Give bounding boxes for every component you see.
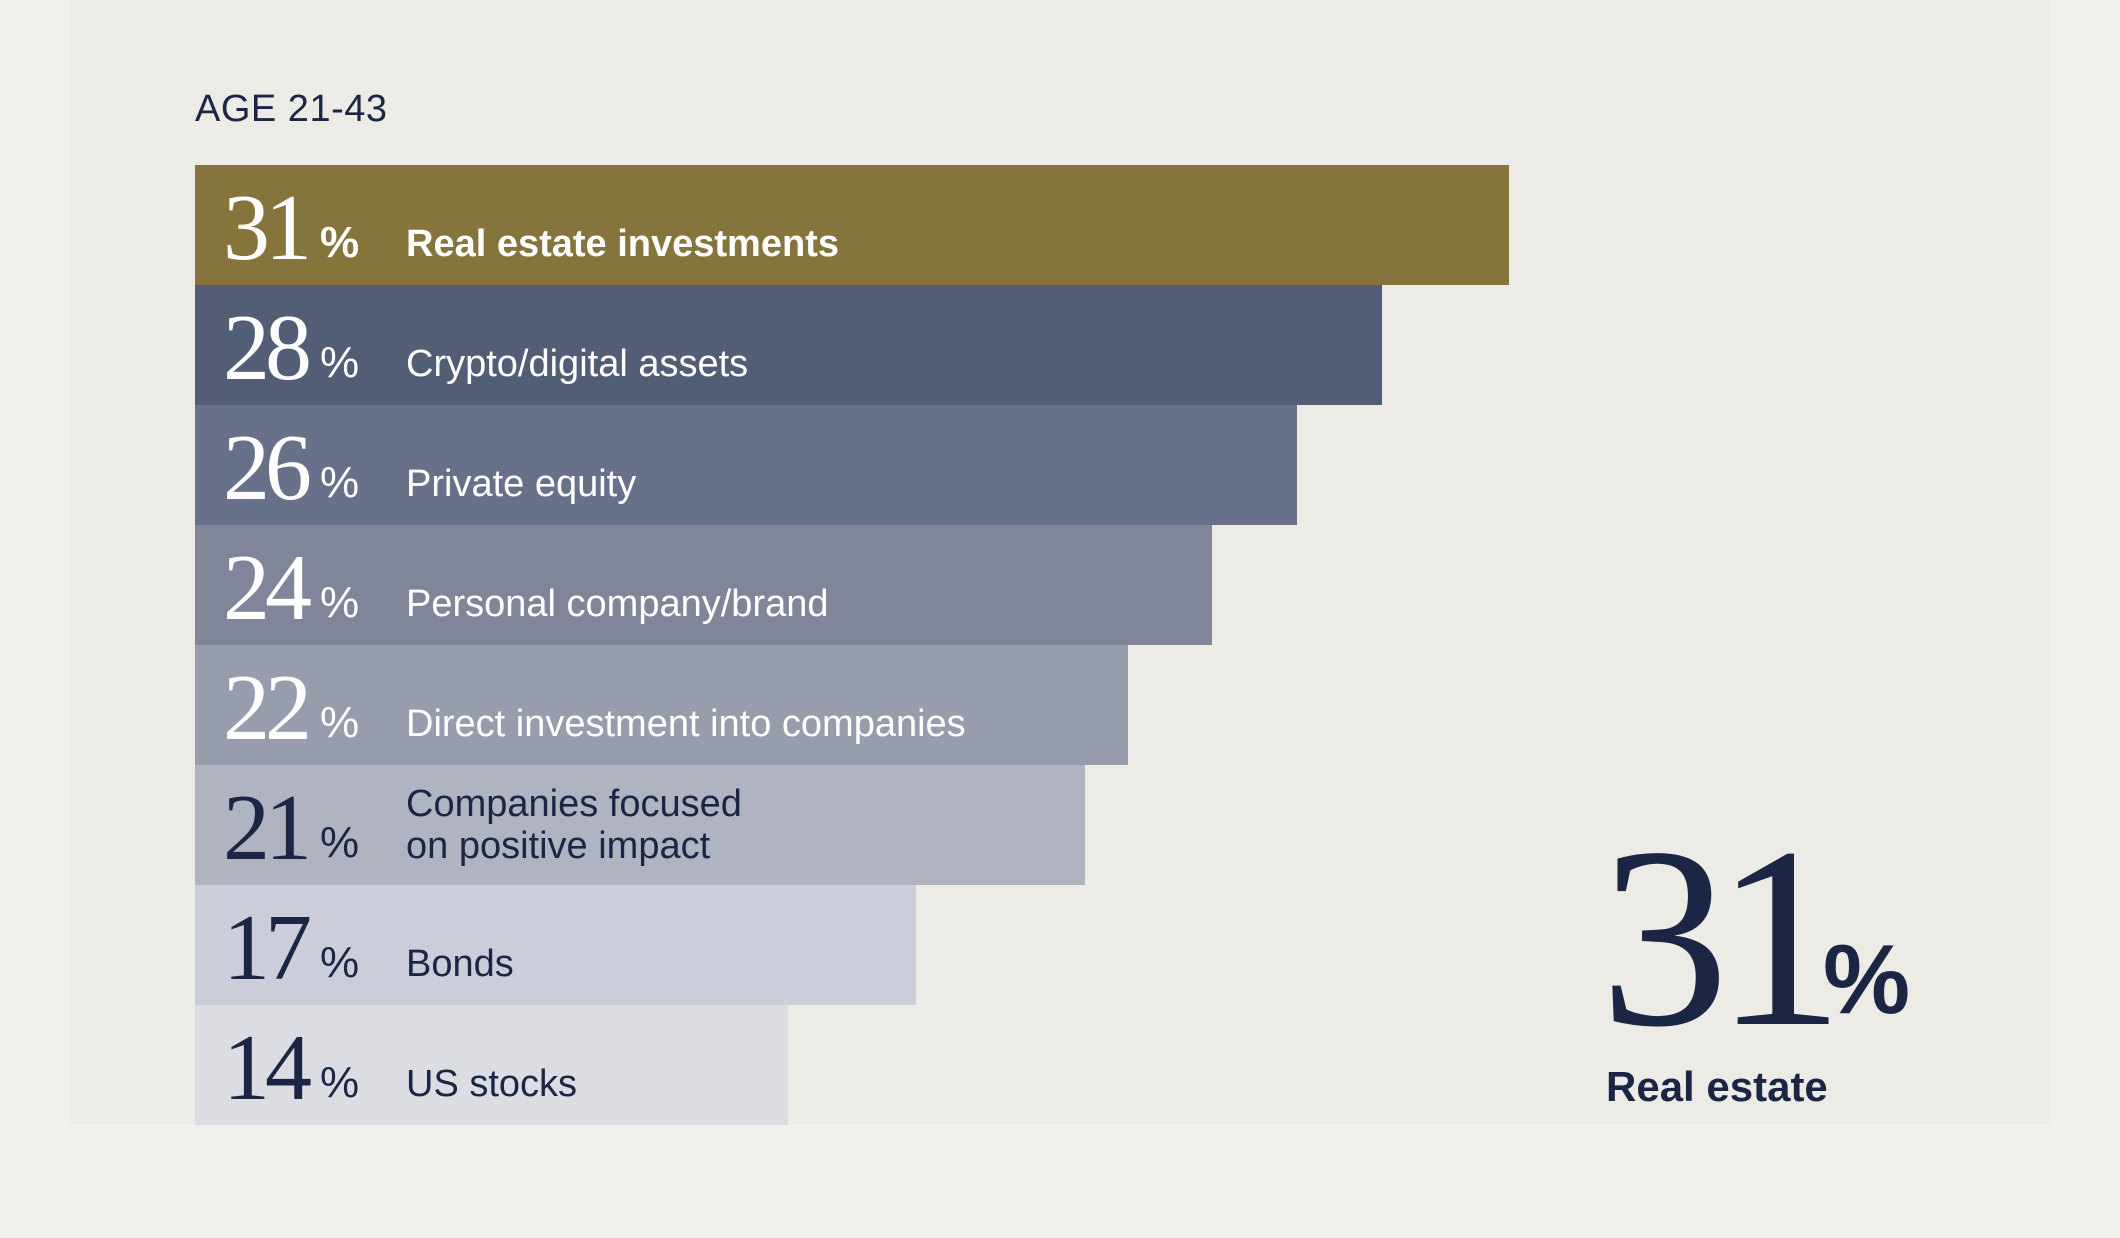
bar-label-line: on positive impact bbox=[406, 825, 711, 867]
highlight-number: 31 bbox=[1600, 794, 1844, 1080]
bar-label-line: Companies focused bbox=[406, 783, 742, 825]
bar-5: 21% Companies focused on positive impact bbox=[195, 765, 1085, 885]
bar-label-line: Personal company/brand bbox=[406, 583, 829, 625]
bar-label-line: Bonds bbox=[406, 943, 514, 985]
bar-4: 22% Direct investment into companies bbox=[195, 645, 1128, 765]
bar-label-line: US stocks bbox=[406, 1063, 578, 1105]
bar-0: 31% Real estate investments bbox=[195, 165, 1509, 285]
bar-value-2: 26 bbox=[223, 416, 312, 520]
bar-label-line: Direct investment into companies bbox=[406, 703, 966, 745]
bar-value-4: 22 bbox=[223, 656, 312, 760]
bar-label-0: Real estate investments bbox=[406, 223, 839, 265]
bar-3: 24% Personal company/brand bbox=[195, 525, 1212, 645]
bar-label-4: Direct investment into companies bbox=[406, 703, 966, 745]
chart-title: AGE 21-43 bbox=[195, 88, 388, 130]
bar-value-3: 24 bbox=[223, 536, 312, 640]
highlight-label: Real estate bbox=[1606, 1063, 1828, 1110]
bar-percent-sign-3: % bbox=[320, 578, 360, 627]
bar-6: 17% Bonds bbox=[195, 885, 916, 1005]
bar-label-line: Real estate investments bbox=[406, 223, 839, 265]
bar-label-6: Bonds bbox=[406, 943, 514, 985]
bar-value-6: 17 bbox=[223, 896, 312, 1000]
bar-1: 28% Crypto/digital assets bbox=[195, 285, 1382, 405]
bar-percent-sign-6: % bbox=[320, 938, 360, 987]
bar-value-5: 21 bbox=[223, 776, 312, 880]
bar-percent-sign-4: % bbox=[320, 698, 360, 747]
bar-2: 26% Private equity bbox=[195, 405, 1297, 525]
bar-label-1: Crypto/digital assets bbox=[406, 343, 748, 385]
bar-percent-sign-7: % bbox=[320, 1058, 360, 1107]
bar-value-0: 31 bbox=[223, 176, 312, 280]
bar-label-line: Private equity bbox=[406, 463, 637, 505]
bar-label-7: US stocks bbox=[406, 1063, 577, 1105]
bar-7: 14% US stocks bbox=[195, 1005, 788, 1125]
bar-label-5: Companies focused on positive impact bbox=[406, 783, 826, 867]
bar-value-1: 28 bbox=[223, 296, 312, 400]
bar-percent-sign-2: % bbox=[320, 458, 360, 507]
highlight-percent-sign: % bbox=[1823, 924, 1911, 1034]
bar-percent-sign-1: % bbox=[320, 338, 360, 387]
bar-percent-sign-5: % bbox=[320, 818, 360, 867]
bar-label-line: Crypto/digital assets bbox=[406, 343, 749, 385]
bar-percent-sign-0: % bbox=[320, 218, 360, 267]
bar-label-3: Personal company/brand bbox=[406, 583, 828, 625]
bar-label-2: Private equity bbox=[406, 463, 636, 505]
bar-value-7: 14 bbox=[223, 1016, 312, 1120]
